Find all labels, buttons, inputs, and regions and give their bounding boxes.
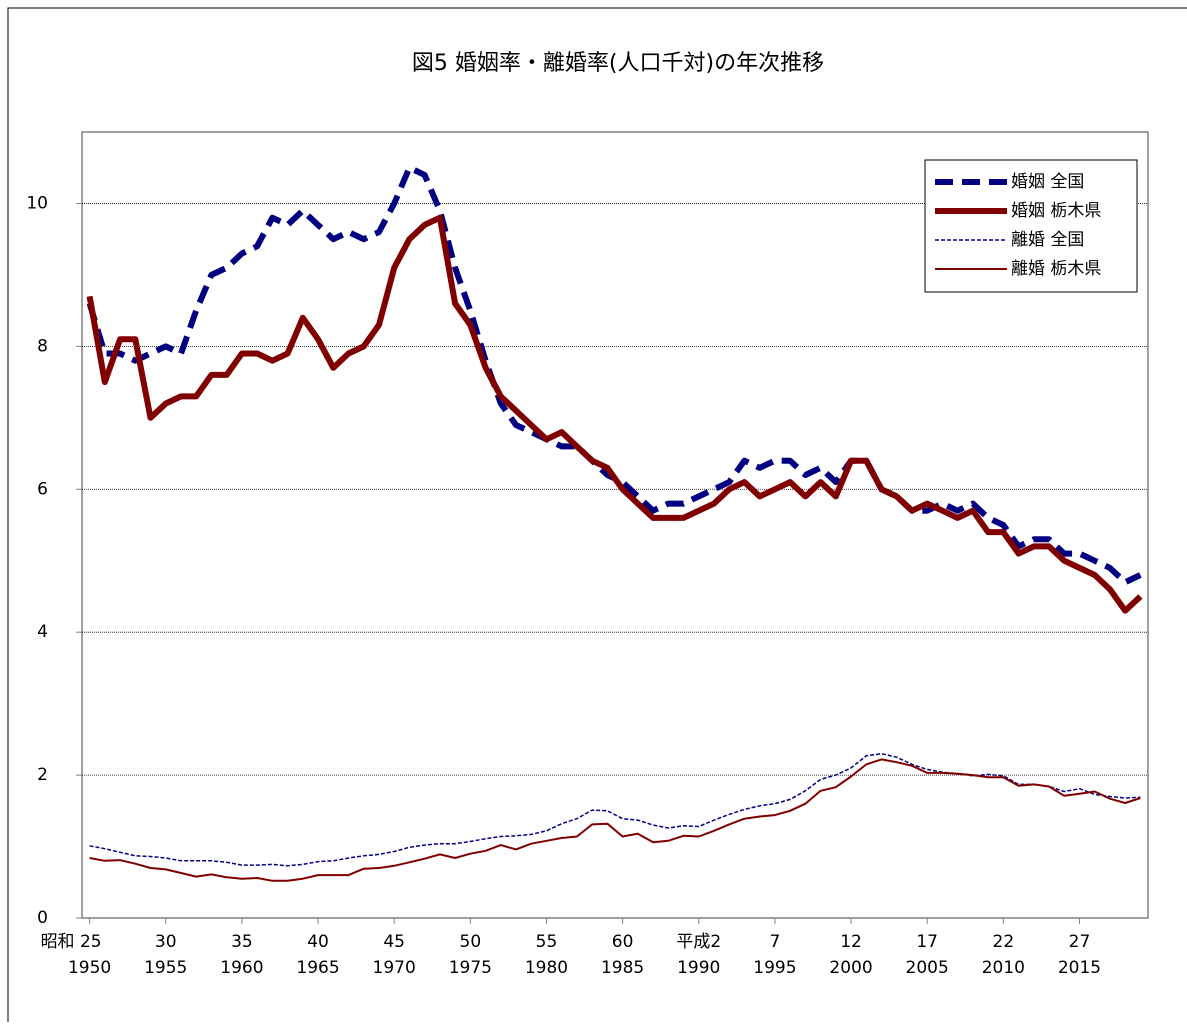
x-tick-era-label: 27 bbox=[1069, 932, 1091, 952]
x-tick-label: 1965 bbox=[296, 958, 339, 978]
x-tick-era-label: 平成2 bbox=[676, 932, 721, 952]
series-line bbox=[89, 758, 1141, 882]
x-tick-era-label: 22 bbox=[993, 932, 1015, 952]
x-tick-label: 2010 bbox=[982, 958, 1025, 978]
y-tick-label: 0 bbox=[37, 908, 48, 928]
x-tick-era-label: 60 bbox=[612, 932, 634, 952]
legend-label: 婚姻 全国 bbox=[1011, 172, 1084, 192]
y-tick-label: 2 bbox=[37, 765, 48, 785]
x-tick-label: 1995 bbox=[753, 958, 796, 978]
plot-area bbox=[81, 131, 1149, 919]
y-tick-label: 4 bbox=[37, 622, 48, 642]
x-tick-label: 2005 bbox=[906, 958, 949, 978]
y-tick-label: 6 bbox=[37, 479, 48, 499]
x-tick-era-label: 45 bbox=[383, 932, 405, 952]
x-tick-label: 1960 bbox=[220, 958, 263, 978]
x-tick-era-label: 7 bbox=[769, 932, 780, 952]
y-tick-label: 8 bbox=[37, 336, 48, 356]
x-tick-label: 1990 bbox=[677, 958, 720, 978]
x-tick-label: 1985 bbox=[601, 958, 644, 978]
x-tick-label: 1975 bbox=[449, 958, 492, 978]
legend-label: 離婚 栃木県 bbox=[1011, 259, 1101, 279]
x-tick-era-label: 40 bbox=[307, 932, 329, 952]
x-tick-era-label: 30 bbox=[155, 932, 177, 952]
y-tick-label: 10 bbox=[26, 193, 48, 213]
x-tick-era-label: 35 bbox=[231, 932, 253, 952]
x-tick-label: 1980 bbox=[525, 958, 568, 978]
x-tick-era-label: 12 bbox=[840, 932, 862, 952]
chart-frame bbox=[7, 7, 1187, 1026]
x-tick-era-label: 昭和 25 bbox=[41, 932, 102, 952]
x-tick-era-label: 50 bbox=[460, 932, 482, 952]
chart-title: 図5 婚姻率・離婚率(人口千対)の年次推移 bbox=[412, 51, 824, 76]
x-tick-era-label: 17 bbox=[916, 932, 938, 952]
x-tick-label: 1955 bbox=[144, 958, 187, 978]
x-tick-era-label: 55 bbox=[536, 932, 558, 952]
x-tick-label: 1950 bbox=[68, 958, 111, 978]
x-tick-label: 2000 bbox=[829, 958, 872, 978]
series-line bbox=[86, 214, 1143, 614]
x-tick-label: 1970 bbox=[373, 958, 416, 978]
x-tick-label: 2015 bbox=[1058, 958, 1101, 978]
series-line bbox=[89, 752, 1141, 867]
legend-label: 離婚 全国 bbox=[1011, 230, 1084, 250]
legend-label: 婚姻 栃木県 bbox=[1011, 201, 1101, 221]
